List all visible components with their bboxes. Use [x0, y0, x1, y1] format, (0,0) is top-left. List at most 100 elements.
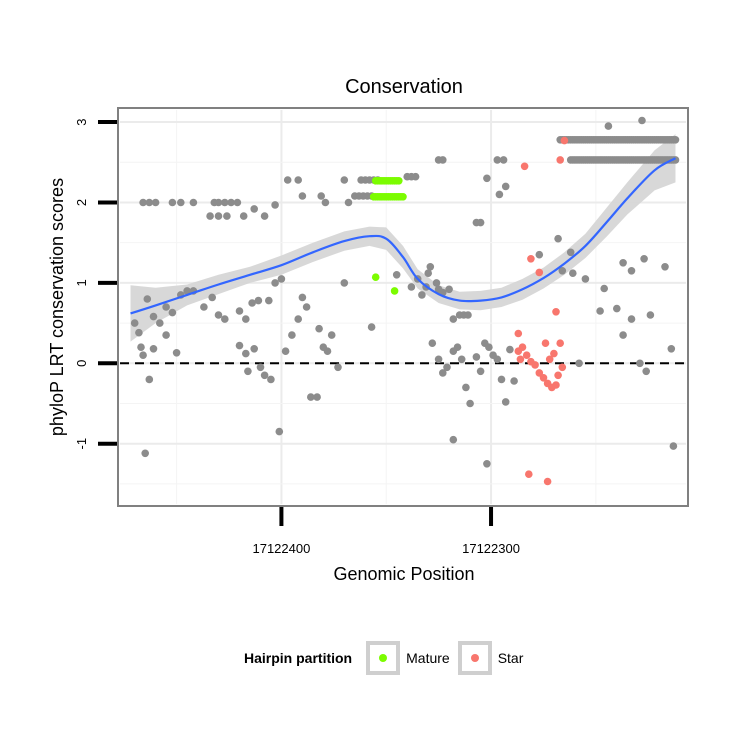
data-point-star: [556, 339, 564, 348]
data-point-other: [214, 311, 223, 319]
x-tick-label: 17122400: [252, 541, 310, 556]
data-point-other: [566, 248, 575, 257]
data-point-star: [558, 363, 567, 372]
data-point-other: [613, 304, 621, 313]
data-point-other: [130, 319, 139, 327]
data-point-other: [214, 212, 223, 220]
data-point-other: [418, 291, 426, 299]
confidence-band: [130, 134, 676, 342]
data-point-other: [242, 315, 250, 323]
y-tick-label: 1: [74, 279, 89, 286]
data-point-other: [294, 176, 303, 184]
data-point-other: [493, 355, 502, 364]
plot-panel: [117, 107, 689, 507]
data-point-other: [208, 293, 216, 302]
data-point-other: [581, 275, 590, 283]
data-point-star: [560, 136, 569, 145]
y-tick-label: 0: [74, 360, 89, 367]
data-point-star: [514, 329, 523, 338]
data-point-other: [476, 367, 485, 376]
data-point-mature: [371, 273, 380, 282]
data-point-other: [298, 192, 307, 200]
y-axis-label: phyloP LRT conservation scores: [47, 178, 67, 436]
data-point-other: [449, 435, 458, 444]
data-point-other: [313, 393, 321, 401]
legend-dot-mature: [379, 654, 388, 662]
data-point-other: [206, 212, 214, 220]
data-point-other: [233, 198, 242, 207]
data-point-other: [321, 198, 330, 207]
data-point-star: [520, 162, 529, 171]
data-point-star: [552, 308, 560, 316]
data-point-other: [407, 283, 416, 291]
data-point-star: [527, 254, 535, 263]
data-point-other: [510, 377, 518, 385]
data-point-other: [267, 375, 275, 384]
data-point-other: [554, 234, 562, 243]
data-point-other: [627, 315, 636, 323]
data-point-other: [260, 212, 269, 220]
data-point-star: [535, 268, 544, 277]
data-point-star: [545, 355, 554, 364]
data-point-other: [671, 136, 680, 144]
data-point-other: [227, 198, 235, 207]
data-point-other: [221, 315, 229, 323]
y-axis: 3 2 1 0 -1: [74, 118, 117, 449]
data-point-other: [485, 343, 493, 352]
data-point-other: [323, 347, 332, 356]
data-point-other: [145, 198, 154, 207]
smooth-line-group: [130, 157, 677, 315]
data-point-other: [183, 287, 191, 295]
data-point-star: [522, 351, 531, 360]
legend-dot-star: [470, 654, 479, 662]
data-point-other: [569, 269, 577, 278]
data-point-other: [483, 174, 491, 183]
data-point-other: [172, 349, 181, 357]
data-point-other: [483, 460, 491, 468]
data-point-other: [636, 359, 644, 368]
data-point-other: [250, 345, 258, 353]
y-tick-label: -1: [74, 438, 89, 450]
legend-label-mature: Mature: [406, 650, 450, 666]
data-point-other: [288, 331, 296, 339]
data-point-other: [466, 399, 474, 408]
data-point-other: [667, 345, 676, 353]
data-point-other: [669, 442, 678, 450]
data-point-mature: [390, 287, 399, 295]
data-point-other: [642, 367, 650, 376]
data-point-other: [139, 351, 147, 360]
data-point-other: [223, 212, 231, 220]
data-point-other: [283, 176, 292, 184]
data-point-star: [550, 349, 558, 358]
data-point-star: [539, 374, 548, 382]
legend: Hairpin partition Mature Star: [244, 640, 531, 676]
data-point-other: [298, 293, 307, 302]
legend-title: Hairpin partition: [244, 650, 353, 666]
data-point-other: [449, 315, 458, 323]
data-point-other: [640, 254, 648, 263]
data-point-other: [428, 339, 437, 348]
data-point-star: [514, 347, 523, 356]
data-point-other: [189, 198, 198, 207]
data-point-other: [149, 345, 158, 353]
data-points: [130, 116, 680, 486]
data-point-other: [638, 116, 646, 125]
data-point-other: [244, 367, 252, 376]
data-point-other: [151, 198, 160, 207]
data-point-other: [367, 323, 376, 331]
data-point-other: [575, 359, 583, 368]
data-point-other: [619, 331, 627, 339]
data-point-other: [275, 427, 284, 436]
data-point-star: [556, 156, 564, 164]
data-point-other: [535, 250, 544, 259]
confidence-band-group: [130, 134, 676, 342]
data-point-other: [439, 369, 447, 377]
data-point-other: [340, 279, 349, 287]
data-point-other: [239, 212, 248, 220]
smooth-line: [130, 157, 677, 315]
data-point-other: [141, 449, 149, 458]
data-point-other: [558, 267, 567, 275]
data-point-other: [214, 198, 223, 207]
data-point-other: [627, 267, 636, 275]
